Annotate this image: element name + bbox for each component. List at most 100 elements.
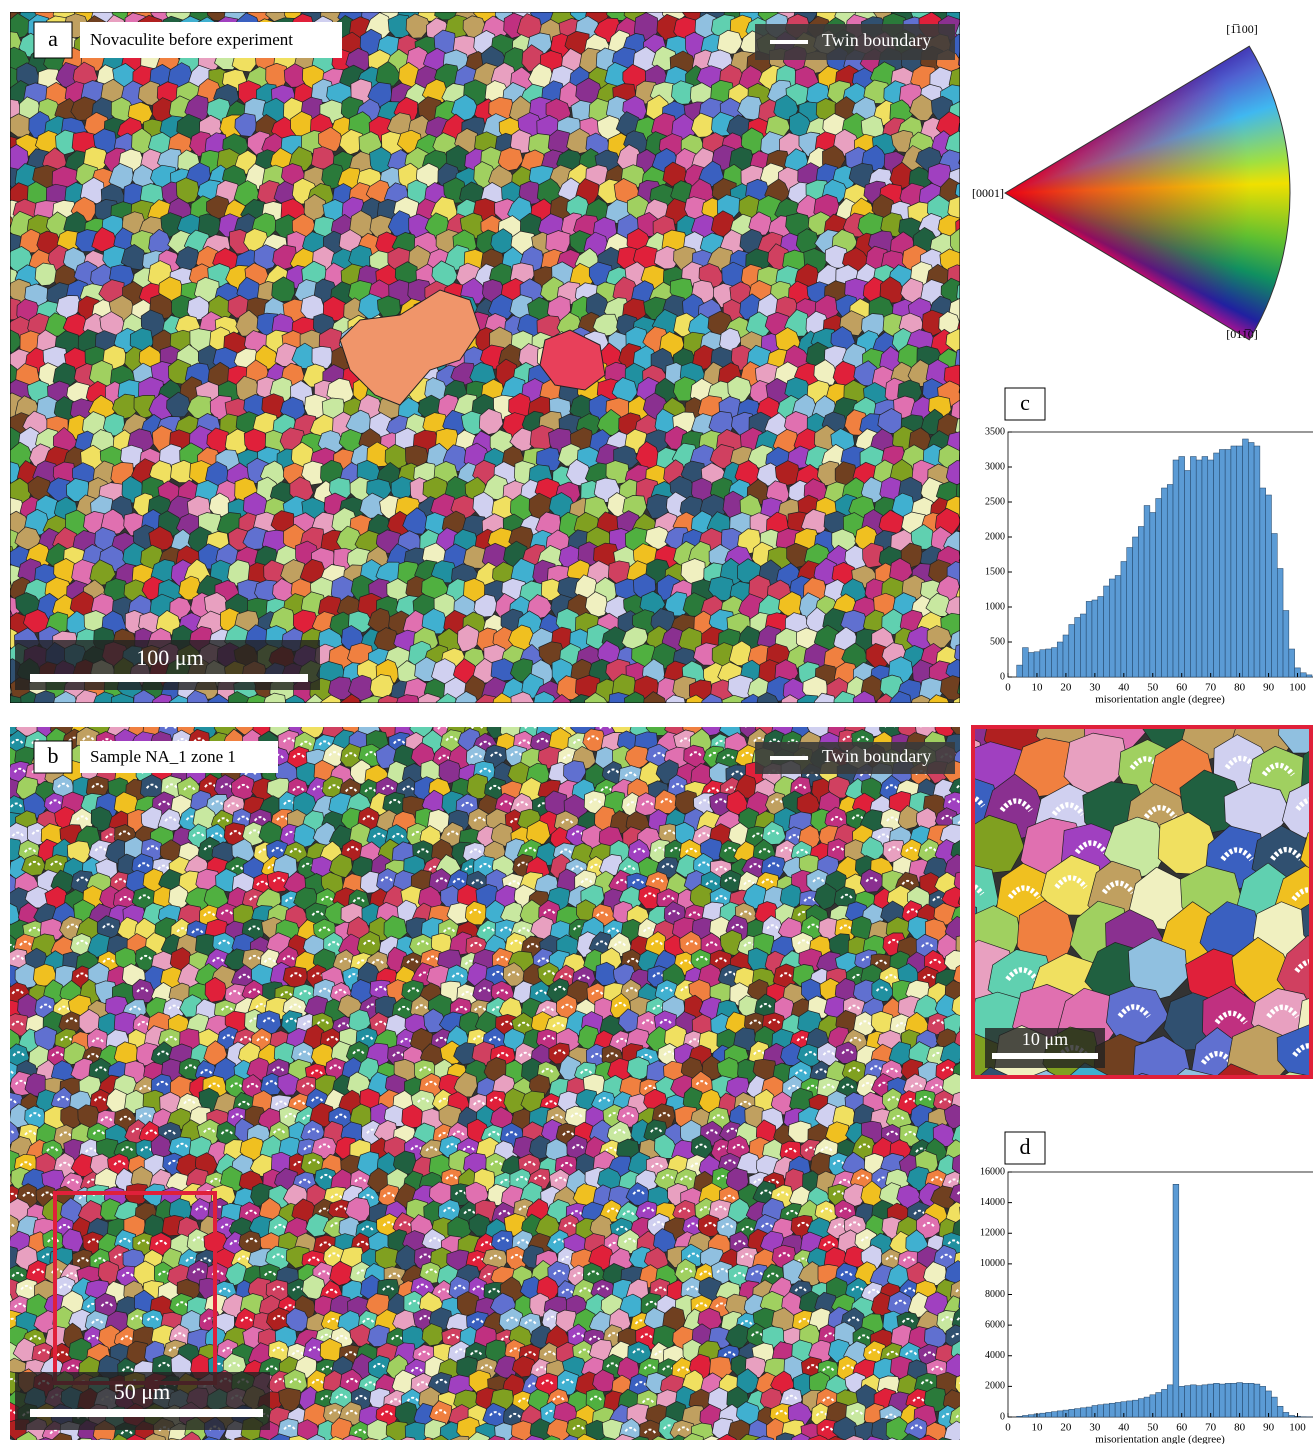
twin-boundary	[615, 879, 629, 885]
twin-boundary	[362, 939, 376, 946]
grain	[0, 934, 2, 958]
grain	[0, 2, 5, 28]
grain	[435, 693, 458, 703]
twin-boundary	[749, 863, 762, 869]
grain	[10, 743, 11, 748]
twin-boundary	[586, 735, 600, 741]
twin-boundary	[766, 924, 779, 930]
twin-boundary	[741, 751, 754, 758]
grain	[464, 900, 488, 926]
grain	[227, 701, 249, 725]
grain	[0, 397, 2, 422]
grain	[719, 869, 743, 894]
grain	[770, 0, 792, 8]
grain	[0, 464, 4, 488]
grain	[61, 700, 84, 725]
twin-boundary	[840, 893, 853, 900]
twin-boundary	[624, 771, 637, 778]
twin-boundary	[263, 957, 277, 964]
grain	[952, 696, 960, 703]
twin-boundary	[417, 721, 428, 725]
twin-boundary	[241, 721, 252, 725]
twin-boundary	[461, 801, 474, 808]
twin-boundary	[0, 1115, 8, 1119]
grain	[701, 693, 723, 703]
grain	[748, 211, 773, 237]
grain	[959, 250, 960, 257]
twin-boundary	[469, 848, 482, 854]
grain	[813, 692, 837, 703]
twin-boundary	[49, 799, 62, 805]
grain	[231, 774, 256, 802]
twin-boundary	[391, 833, 405, 839]
grain	[27, 702, 51, 724]
twin-boundary	[641, 800, 654, 806]
grain	[513, 701, 539, 725]
grain	[897, 805, 922, 831]
twin-boundary	[731, 770, 744, 776]
twin-boundary	[346, 846, 359, 852]
grain	[545, 230, 571, 255]
twin-boundary	[671, 783, 684, 789]
grain	[731, 0, 757, 4]
grain	[0, 198, 1, 222]
twin-boundary	[426, 955, 439, 961]
twin-boundary	[496, 956, 509, 962]
twin-boundary	[473, 816, 486, 822]
twin-boundary	[231, 865, 244, 871]
grain	[175, 177, 200, 205]
grain	[947, 196, 960, 221]
twin-boundary	[164, 727, 177, 730]
grain	[53, 691, 78, 703]
twin-boundary	[685, 940, 699, 946]
grain	[552, 694, 572, 703]
twin-boundary	[248, 954, 261, 961]
grain	[808, 0, 833, 7]
twin-boundary	[137, 862, 151, 868]
grain	[889, 690, 912, 703]
twin-boundary	[536, 737, 549, 744]
grain	[0, 525, 1, 551]
twin-boundary	[408, 708, 419, 712]
grain	[0, 97, 6, 121]
grain	[0, 1088, 1, 1113]
grain	[0, 997, 3, 1019]
twin-boundary	[600, 786, 613, 792]
twin-boundary	[445, 736, 458, 742]
twin-boundary	[327, 784, 341, 790]
grain	[490, 658, 517, 682]
twin-boundary	[589, 798, 602, 804]
grain	[0, 132, 3, 158]
grain	[10, 255, 13, 269]
twin-boundary	[114, 878, 127, 884]
grain	[81, 701, 104, 724]
grain	[958, 384, 960, 395]
twin-boundary	[672, 727, 682, 728]
grain	[280, 701, 302, 722]
twin-boundary	[0, 988, 6, 992]
grain	[958, 51, 960, 67]
twin-boundary	[651, 877, 665, 883]
twin-boundary	[722, 754, 735, 760]
twin-boundary	[920, 727, 932, 728]
twin-boundary	[220, 909, 234, 915]
twin-boundary	[489, 751, 503, 758]
twin-boundary	[282, 955, 295, 961]
twin-boundary	[352, 897, 365, 903]
grain	[276, 0, 300, 10]
grain	[0, 36, 7, 60]
twin-boundary	[0, 741, 4, 745]
grain	[271, 276, 296, 303]
grain	[690, 0, 714, 9]
grain	[254, 0, 276, 8]
twin-boundary	[744, 727, 757, 728]
twin-boundary	[435, 877, 448, 883]
twin-boundary	[886, 816, 899, 822]
grain	[955, 482, 960, 502]
grain	[459, 0, 486, 4]
twin-boundary	[517, 927, 531, 933]
twin-boundary	[779, 972, 793, 978]
twin-boundary	[438, 754, 451, 760]
grain-map	[0, 700, 960, 1440]
